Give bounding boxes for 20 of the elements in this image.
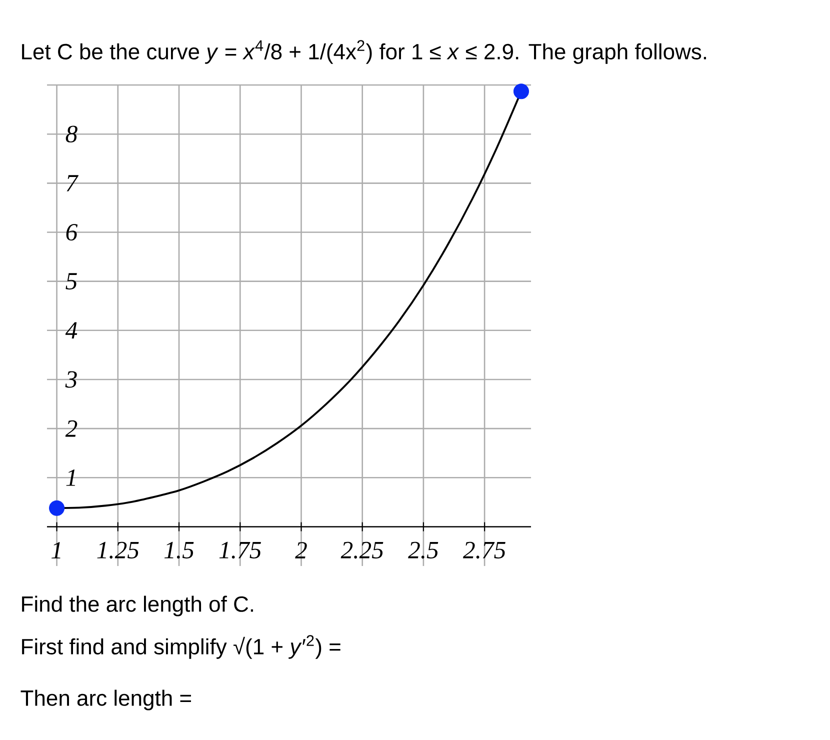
x-tick-label: 2.75 [463, 542, 506, 559]
x-tick-label: 2.5 [408, 542, 438, 559]
x-tick-label: 1.75 [219, 542, 261, 559]
x-tick-label: 2.25 [340, 542, 384, 559]
y-tick-label: 1 [66, 470, 76, 486]
text: Find the arc length of C. [22, 596, 254, 616]
x-tick-label: 2 [295, 542, 307, 558]
chart-title: Let C be the curve y = x$^{4}$/8 + 1/(4x$^{2}$) for 1 ≤ x ≤ 2.9. The graph follows. [22, 40, 706, 64]
y-tick-label: 6 [66, 224, 78, 241]
text: First find and simplify √(1 + y′$^{2}$) = [22, 635, 340, 659]
y-tick-label: 2 [65, 420, 78, 437]
y-tick-label: 4 [65, 322, 78, 339]
y-tick-label: 8 [66, 126, 78, 142]
y-tick-label: 3 [65, 371, 77, 388]
y-tick-label: 5 [66, 273, 77, 290]
y-tick-label: 7 [66, 175, 79, 192]
x-tick-label: 1.25 [97, 542, 139, 559]
x-tick-label: 1.5 [164, 542, 194, 559]
x-tick-label: 1 [51, 542, 60, 558]
text: Then arc length = [20, 690, 191, 710]
